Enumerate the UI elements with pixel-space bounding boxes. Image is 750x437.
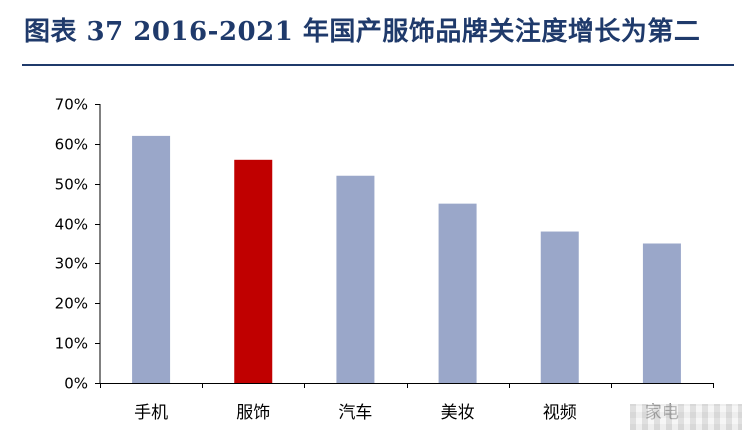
y-tick-label: 30% xyxy=(55,255,88,273)
x-category-label: 美妆 xyxy=(441,403,475,423)
bars xyxy=(132,135,681,383)
figure-title: 图表 37 2016-2021 年国产服饰品牌关注度增长为第二 xyxy=(24,17,701,47)
x-category-label: 手机 xyxy=(134,403,168,423)
y-tick-label: 40% xyxy=(55,216,88,234)
bar-4 xyxy=(540,231,579,383)
y-tick-label: 60% xyxy=(55,136,88,154)
x-category-label: 服饰 xyxy=(236,403,270,423)
title-divider xyxy=(22,64,734,66)
bar-5 xyxy=(642,243,681,383)
bar-1 xyxy=(234,159,273,383)
x-category-label: 汽车 xyxy=(338,403,372,423)
y-tick-label: 0% xyxy=(64,375,88,393)
bar-2 xyxy=(336,175,375,383)
bar-3 xyxy=(438,203,477,383)
bar-0 xyxy=(132,135,171,383)
y-tick-label: 10% xyxy=(55,335,88,353)
x-category-label: 视频 xyxy=(543,403,577,423)
y-tick-label: 50% xyxy=(55,176,88,194)
y-axis: 0% 10% 20% 30% 40% 50% 60% 70% xyxy=(55,96,101,393)
x-axis: 手机服饰汽车美妆视频家电 xyxy=(100,383,714,423)
watermark-blur xyxy=(630,404,742,430)
y-tick-label: 70% xyxy=(55,96,88,114)
y-tick-label: 20% xyxy=(55,295,88,313)
